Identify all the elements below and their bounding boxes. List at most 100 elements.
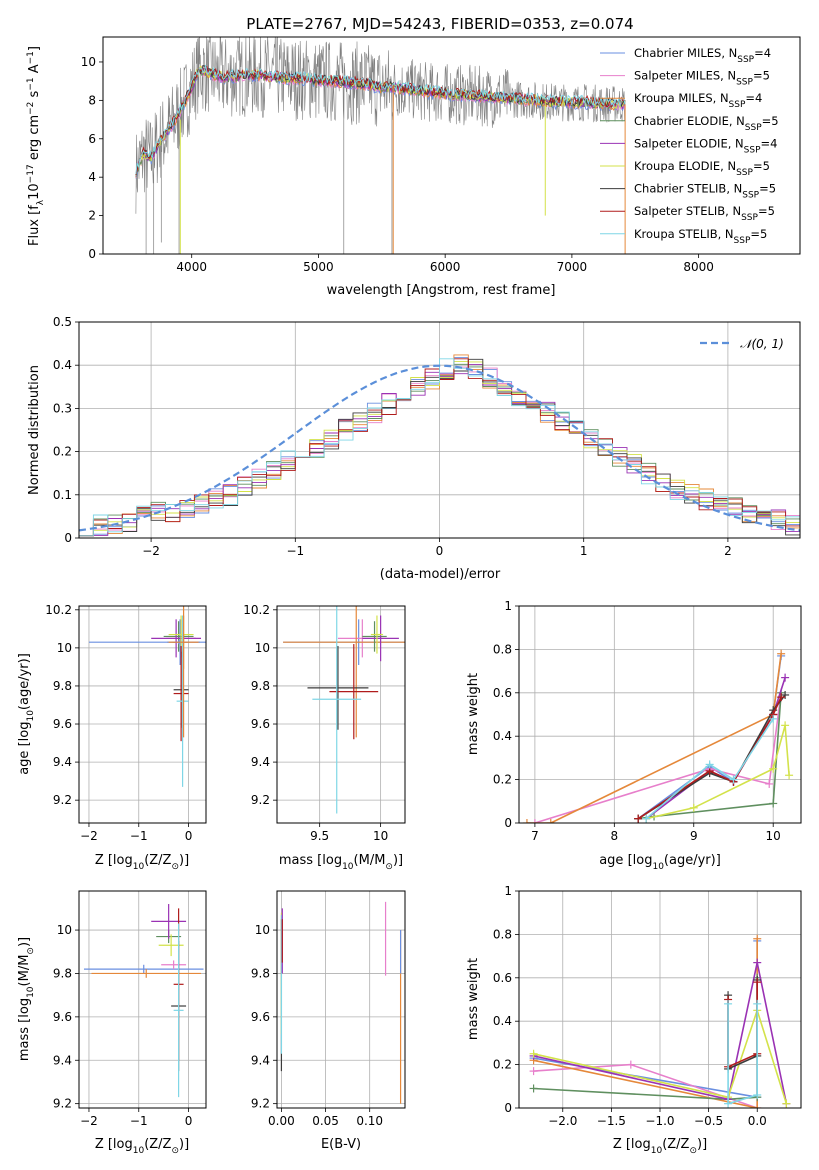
y-axis-label-part: −1 xyxy=(26,77,36,90)
legend-entry: Salpeter STELIB, NSSP=5 xyxy=(634,204,775,223)
axes-frame xyxy=(276,605,406,824)
y-tick-label: 0.2 xyxy=(493,773,512,787)
legend-entry-part: =5 xyxy=(750,227,767,241)
y-tick-label: 10 xyxy=(57,923,72,937)
x-axis-label-part: )] xyxy=(179,1137,189,1152)
y-tick-label: 2 xyxy=(88,209,96,223)
y-axis-label-part: A xyxy=(27,64,42,77)
y-axis-label-part: 10 xyxy=(26,986,36,998)
axes-frame xyxy=(276,890,406,1109)
y-tick-label: 9.8 xyxy=(251,966,270,980)
legend-entry: Salpeter MILES, NSSP=5 xyxy=(634,69,770,88)
y-tick-label: 10 xyxy=(255,641,270,655)
y-tick-label: 0.6 xyxy=(493,971,512,985)
x-tick-label: 5000 xyxy=(303,260,334,274)
weight-line-kroupa_stelib xyxy=(645,718,774,820)
legend-entry-part: =5 xyxy=(758,204,775,218)
weight_vs_Z-panel: −2.0 −1.5 −1.0 −0.5 0.0 0 0.2 0.4 0.6 0.8 1 Z [log1… xyxy=(466,884,802,1156)
y-axis-label: Normed distribution xyxy=(27,365,42,495)
y-axis-label: Flux [fλ10−17 erg cm−2 s−1 A−1] xyxy=(26,46,46,246)
legend-entry-part: SSP xyxy=(736,168,753,178)
x-axis-label-part: Z [log xyxy=(613,1137,651,1152)
x-axis-label-part: (Z/Z xyxy=(144,853,171,868)
y-tick-label: 1 xyxy=(504,884,512,898)
plot-area xyxy=(283,606,405,814)
legend-entry-part: SSP xyxy=(736,78,753,88)
y-tick-label: 0 xyxy=(88,247,96,261)
plot-area xyxy=(529,934,791,1108)
x-tick-label: 0 xyxy=(436,544,444,558)
x-axis-label-part: )] xyxy=(179,853,189,868)
x-axis-label-part: 10 xyxy=(651,1146,663,1156)
legend-entry-part: SSP xyxy=(744,145,761,155)
legend-entry-part: =5 xyxy=(753,159,770,173)
y-axis-label-part: −2 xyxy=(26,102,36,115)
y-tick-label: 10.2 xyxy=(45,603,72,617)
plot-area xyxy=(135,37,626,254)
legend-entry-part: =4 xyxy=(761,136,778,150)
y-tick-label: 4 xyxy=(88,170,96,184)
y-tick-label: 9.2 xyxy=(251,793,270,807)
y-axis-label: mass weight xyxy=(466,673,481,755)
x-tick-label: −1.5 xyxy=(597,1114,626,1128)
x-tick-label: −1 xyxy=(130,829,148,843)
y-tick-label: 0.2 xyxy=(53,445,72,459)
legend-entry-part: Kroupa STELIB, N xyxy=(634,227,734,241)
weight-line-kroupa_stelib xyxy=(727,1003,758,1105)
axes-frame xyxy=(78,890,207,1109)
y-tick-label: 9.6 xyxy=(53,717,72,731)
legend-entry: Chabrier STELIB, NSSP=5 xyxy=(634,182,776,201)
axes-frame xyxy=(518,605,802,824)
weight-line-kroupa_elodie xyxy=(533,1007,788,1104)
y-axis-label-part: age [log xyxy=(17,722,32,775)
x-axis-label: Z [log10(Z/Z⊙)] xyxy=(95,853,189,872)
legend-entry-part: Chabrier ELODIE, N xyxy=(634,114,745,128)
y-tick-label: 0.6 xyxy=(493,686,512,700)
x-axis-label-part: 10 xyxy=(342,862,354,872)
x-tick-label: 8000 xyxy=(683,260,714,274)
y-tick-label: 9.4 xyxy=(251,1053,270,1067)
x-tick-label: −1 xyxy=(130,1114,148,1128)
legend-entry-part: Kroupa ELODIE, N xyxy=(634,159,736,173)
y-axis-label-part: )] xyxy=(17,937,32,947)
weight-line-chabrier_stelib xyxy=(637,694,786,820)
x-tick-label: 4000 xyxy=(176,260,207,274)
x-axis-label: Z [log10(Z/Z⊙)] xyxy=(95,1137,189,1156)
mass_vs_ebv-panel: 0.00 0.05 0.10 9.2 9.4 9.6 9.8 10 E(B-V) xyxy=(251,890,406,1152)
y-tick-label: 6 xyxy=(88,132,96,146)
x-tick-label: 8 xyxy=(611,829,619,843)
y-tick-label: 0 xyxy=(504,816,512,830)
y-axis-label-part: −1 xyxy=(26,51,36,64)
y-tick-label: 9.4 xyxy=(53,1053,72,1067)
plot-area xyxy=(79,354,800,537)
y-axis-label-part: Flux [f xyxy=(27,205,42,246)
legend-entry-part: Chabrier MILES, N xyxy=(634,46,737,60)
x-tick-label: 0.0 xyxy=(748,1114,767,1128)
weight-line-salpeter_elodie xyxy=(533,962,788,1104)
x-tick-label: −2 xyxy=(142,544,160,558)
x-tick-label: 0.00 xyxy=(268,1114,295,1128)
y-axis-label-part: s xyxy=(27,90,42,101)
y-tick-label: 9.2 xyxy=(53,793,72,807)
x-axis-label-part: 10 xyxy=(133,862,145,872)
x-tick-label: 0.05 xyxy=(312,1114,339,1128)
x-tick-label: 9.5 xyxy=(310,829,329,843)
y-tick-label: 0.8 xyxy=(493,642,512,656)
axes-frame xyxy=(78,605,207,824)
histogram-kroupa_stelib xyxy=(79,358,800,537)
x-axis-label-part: Z [log xyxy=(95,1137,133,1152)
y-tick-label: 0.5 xyxy=(53,315,72,329)
x-axis-label-part: E(B-V) xyxy=(321,1137,361,1152)
legend-entry-part: Kroupa MILES, N xyxy=(634,91,729,105)
x-tick-label: 7000 xyxy=(557,260,588,274)
y-axis-label-part: ] xyxy=(27,46,42,51)
legend-entry: Kroupa STELIB, NSSP=5 xyxy=(634,227,767,246)
x-axis-label-part: (data-model)/error xyxy=(380,567,501,582)
x-axis-label-part: (Z/Z xyxy=(662,1137,689,1152)
y-axis-label-part: mass [log xyxy=(17,998,32,1061)
x-axis-label-part: ⊙ xyxy=(689,1146,697,1156)
y-tick-label: 9.4 xyxy=(251,755,270,769)
